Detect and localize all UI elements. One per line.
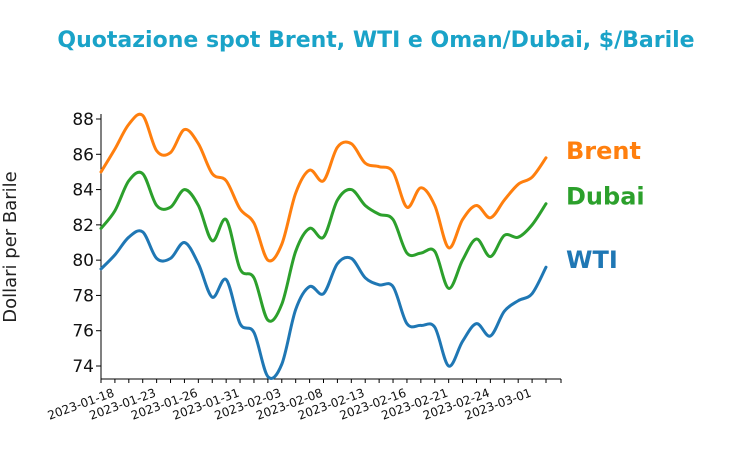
y-tick-label: 88 — [72, 110, 94, 130]
y-tick-label: 86 — [72, 145, 94, 165]
series-label-brent: Brent — [566, 137, 641, 165]
series-line-dubai — [99, 170, 548, 323]
y-tick-label: 84 — [72, 181, 94, 201]
series-label-dubai: Dubai — [566, 183, 645, 211]
y-tick-label: 82 — [72, 216, 94, 236]
y-tick-label: 76 — [72, 322, 94, 342]
series-line-wti — [99, 229, 548, 380]
y-axis-label: Dollari per Barile — [0, 171, 21, 323]
plot-area: 74767880828486882023-01-182023-01-232023… — [46, 110, 645, 423]
series-label-wti: WTI — [566, 246, 618, 274]
chart-title: Quotazione spot Brent, WTI e Oman/Dubai,… — [57, 28, 694, 53]
y-tick-label: 80 — [72, 251, 94, 271]
y-tick-label: 74 — [72, 357, 94, 377]
y-tick-label: 78 — [72, 286, 94, 306]
series-line-brent — [99, 112, 548, 263]
